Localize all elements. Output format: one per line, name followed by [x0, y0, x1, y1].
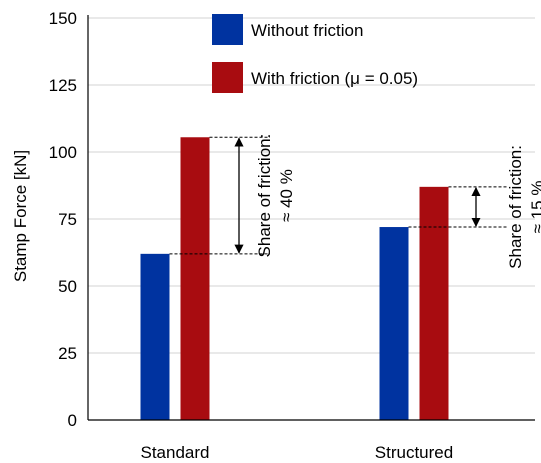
- bar-without-friction-standard: [140, 253, 170, 420]
- y-tick-labels: 0 25 50 75 100 125 150: [49, 9, 77, 430]
- y-tick-label: 0: [68, 411, 77, 430]
- legend: Without friction With friction (μ = 0.05): [212, 14, 418, 93]
- friction-share-line1: Share of friction:: [506, 145, 525, 269]
- y-tick-label: 75: [58, 210, 77, 229]
- y-tick-label: 125: [49, 76, 77, 95]
- bars: [140, 137, 449, 420]
- legend-swatch: [212, 62, 243, 93]
- friction-annotations: Share of friction: ≈ 40 % Share of frictio…: [169, 134, 541, 269]
- legend-swatch: [212, 14, 243, 45]
- x-tick-labels: Standard Structured: [141, 443, 454, 462]
- legend-label: With friction (μ = 0.05): [251, 69, 418, 88]
- friction-share-value: ≈ 15 %: [528, 181, 541, 234]
- bar-with-friction-structured: [419, 186, 449, 420]
- friction-share-label: Share of friction: ≈ 40 %: [255, 134, 296, 258]
- legend-label: Without friction: [251, 21, 363, 40]
- x-tick-label: Standard: [141, 443, 210, 462]
- x-tick-label: Structured: [375, 443, 453, 462]
- y-tick-label: 150: [49, 9, 77, 28]
- bar-with-friction-standard: [180, 137, 210, 420]
- axes: [87, 15, 535, 421]
- friction-share-value: ≈ 40 %: [277, 169, 296, 222]
- friction-share-label: Share of friction:≈ 15 %: [506, 145, 541, 269]
- friction-share-line1: Share of friction:: [255, 134, 274, 258]
- y-tick-label: 50: [58, 277, 77, 296]
- y-tick-label: 25: [58, 344, 77, 363]
- bar-without-friction-structured: [379, 227, 409, 420]
- y-axis-label: Stamp Force [kN]: [11, 150, 30, 282]
- y-tick-label: 100: [49, 143, 77, 162]
